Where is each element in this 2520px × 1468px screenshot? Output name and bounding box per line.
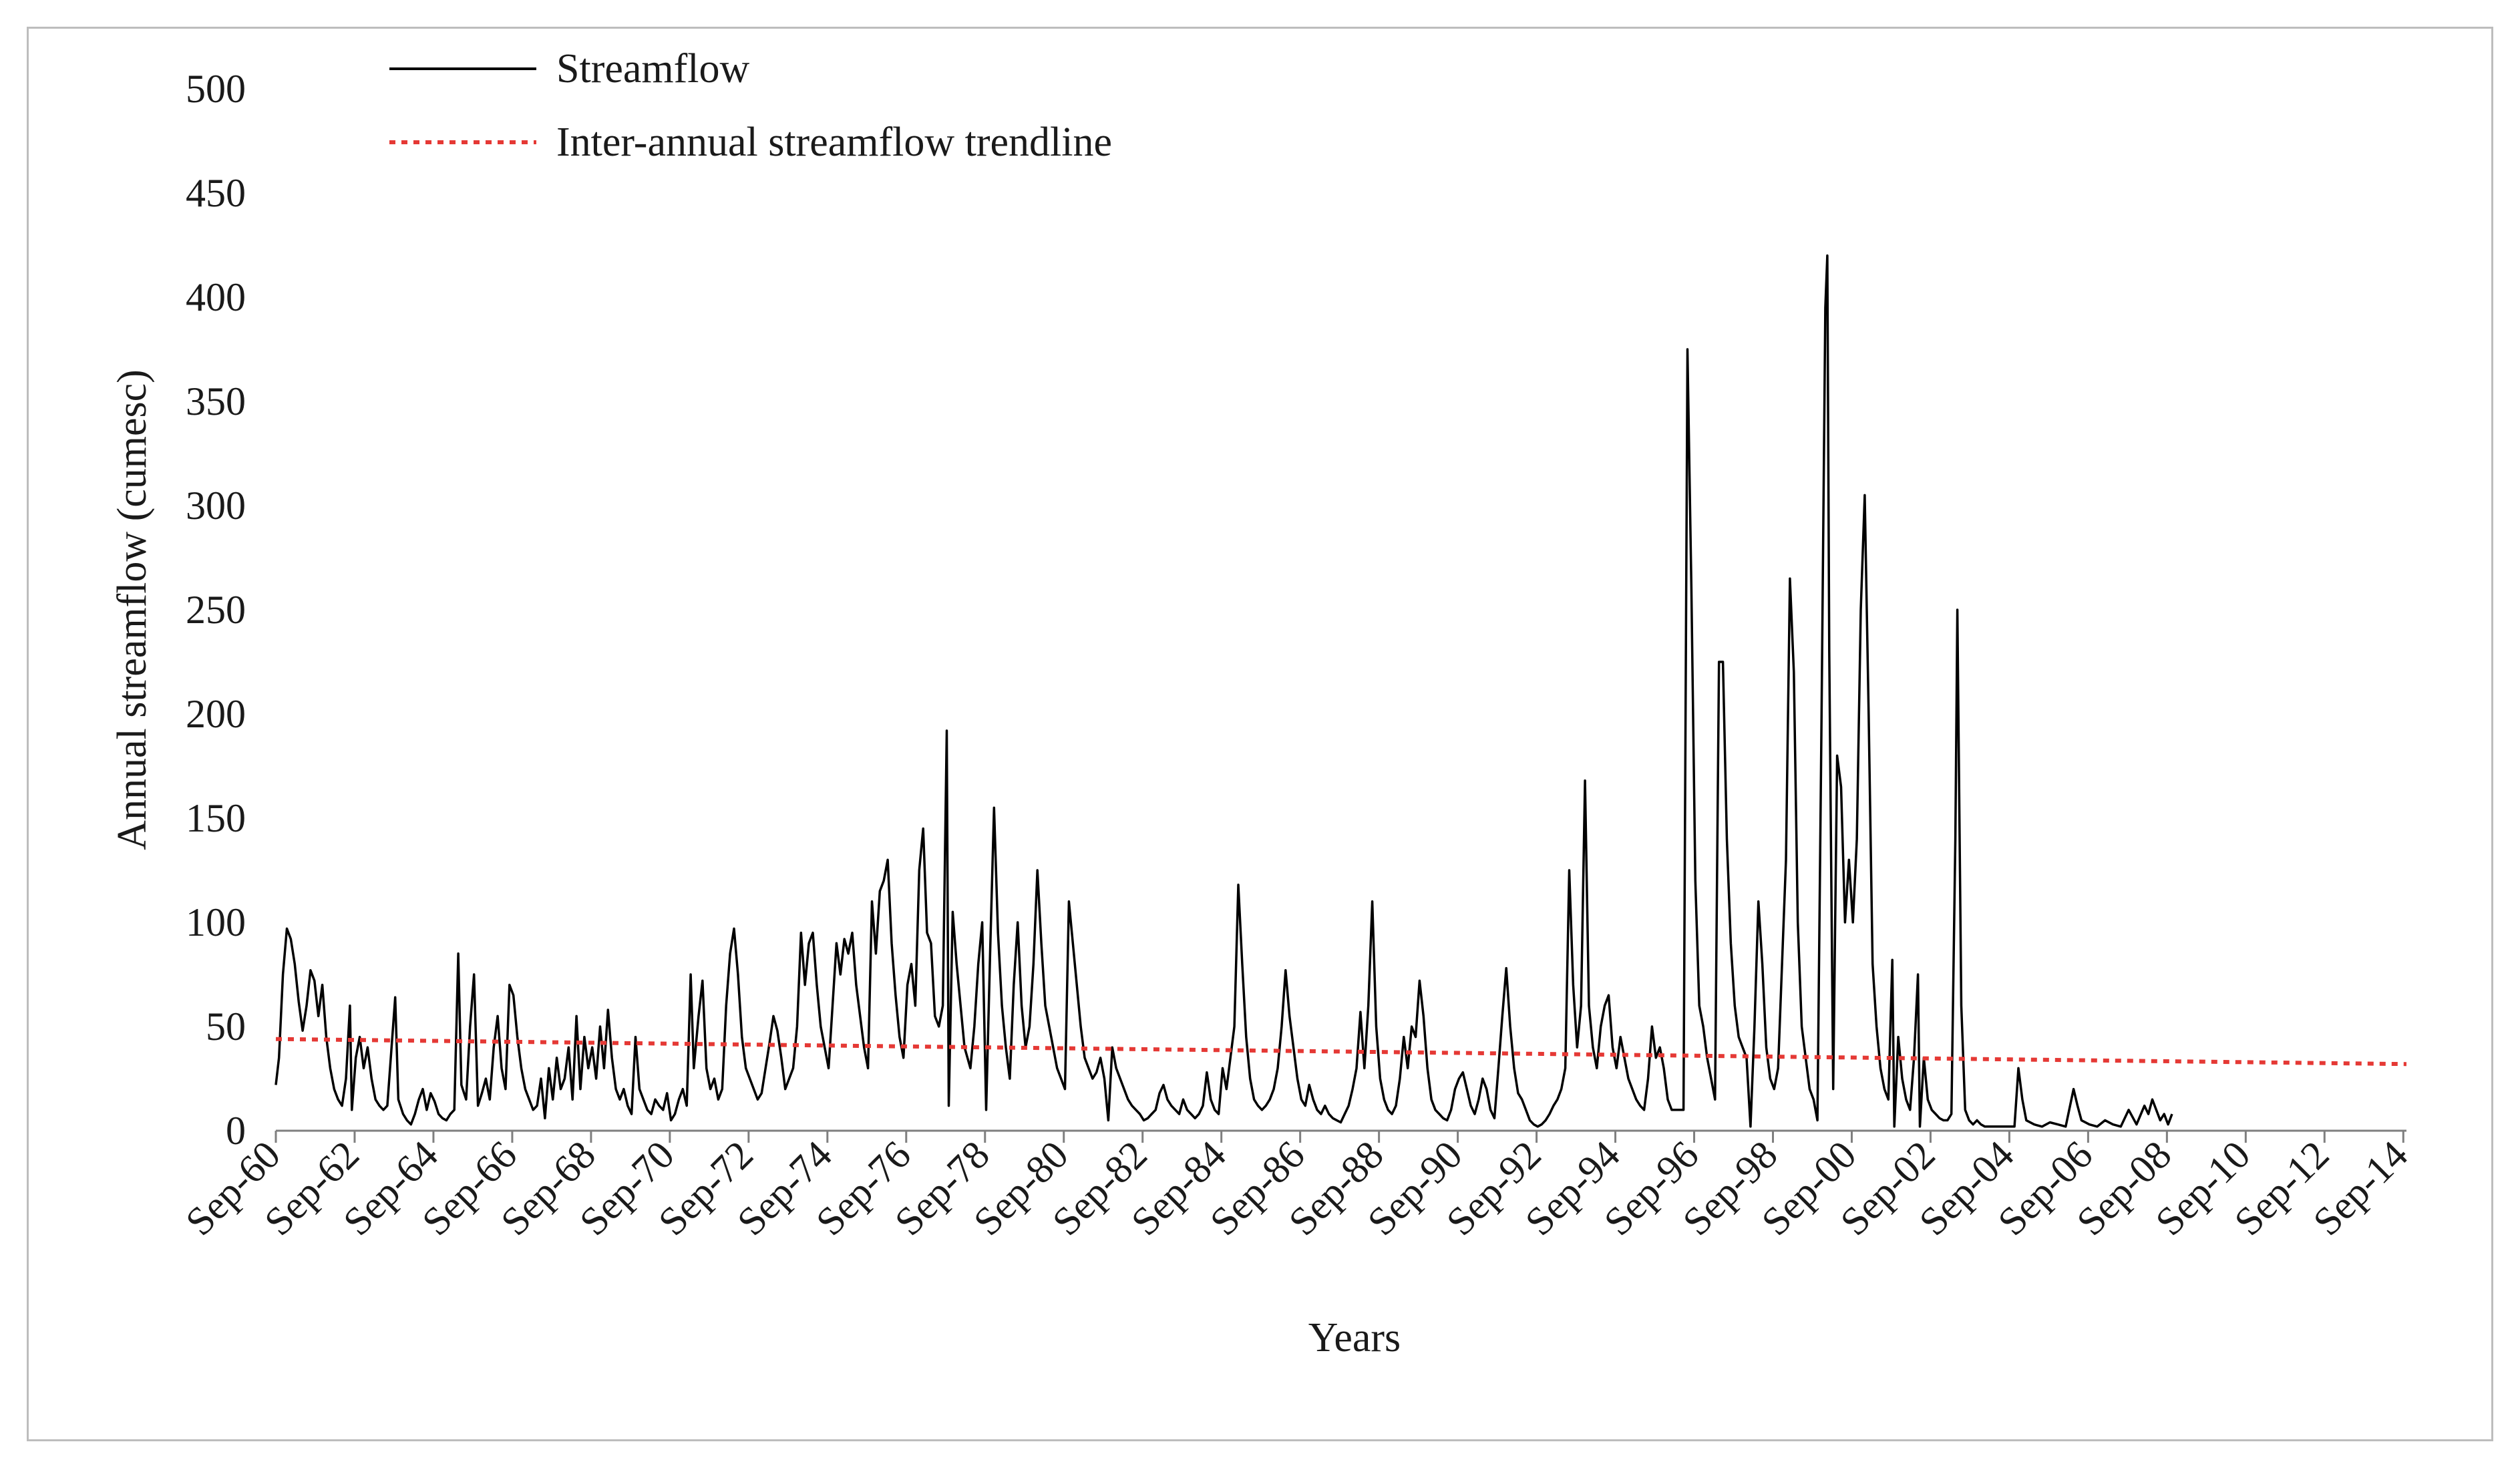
chart-frame: 0 50 100 150 200 250 300 350 400 450 500 Sep-60 Sep… [27, 27, 2493, 1441]
y-tick-label: 400 [186, 275, 246, 319]
y-axis-title: Annual streamflow (cumesc) [110, 369, 155, 850]
x-axis-title: Years [1308, 1315, 1401, 1360]
y-tick-label: 0 [226, 1109, 246, 1153]
y-axis-tick-labels: 0 50 100 150 200 250 300 350 400 450 500 [186, 67, 246, 1153]
y-tick-label: 250 [186, 588, 246, 632]
x-axis-tick-labels: Sep-60Sep-62Sep-64Sep-66Sep-68Sep-70Sep-… [177, 1131, 2416, 1244]
legend: Streamflow Inter-annual streamflow trend… [389, 46, 1112, 165]
y-tick-label: 500 [186, 67, 246, 111]
legend-label-trendline: Inter-annual streamflow trendline [556, 120, 1112, 165]
y-tick-label: 200 [186, 692, 246, 736]
y-tick-label: 350 [186, 379, 246, 423]
series-line-trendline [275, 1037, 2407, 1067]
y-tick-label: 300 [186, 484, 246, 528]
y-tick-label: 150 [186, 796, 246, 840]
series-line-streamflow [275, 254, 2173, 1128]
y-tick-label: 100 [186, 900, 246, 944]
y-tick-label: 450 [186, 171, 246, 215]
y-tick-label: 50 [206, 1004, 246, 1049]
data-series [275, 254, 2407, 1128]
legend-label-streamflow: Streamflow [556, 46, 749, 91]
chart-svg: 0 50 100 150 200 250 300 350 400 450 500 Sep-60Sep… [110, 46, 2416, 1360]
